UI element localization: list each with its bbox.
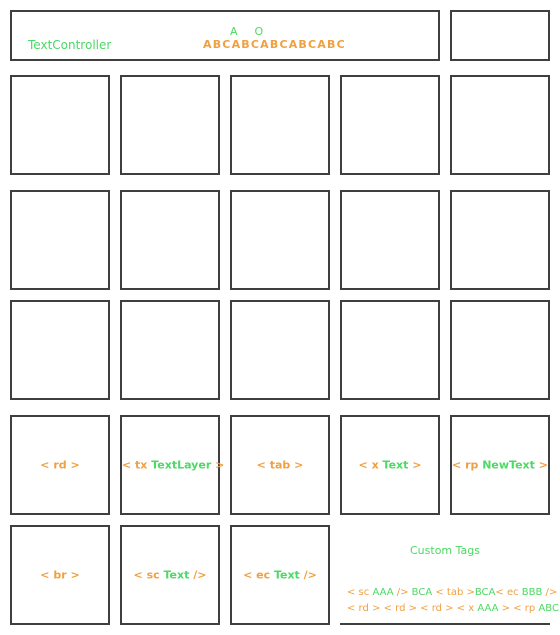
empty-cell	[450, 190, 550, 290]
rp-tag: < rp NewText >	[452, 458, 548, 472]
custom-tag-segment: AAA	[477, 603, 499, 614]
letter-o: O	[254, 25, 265, 38]
empty-cell	[340, 75, 440, 175]
custom-tag-segment: ABC	[538, 603, 559, 614]
x-tag: < x Text >	[358, 458, 422, 472]
empty-cell	[340, 300, 440, 400]
empty-cell	[10, 300, 110, 400]
letter-a: A	[230, 25, 239, 38]
x-tag-text: Text	[382, 458, 409, 472]
empty-cell	[120, 190, 220, 290]
empty-cell	[340, 190, 440, 290]
rp-tag-text: NewText	[482, 458, 535, 472]
empty-cell	[10, 190, 110, 290]
ec-tag: < ec Text />	[243, 568, 317, 582]
empty-cell	[120, 75, 220, 175]
custom-tag-segment: BCA	[474, 587, 496, 598]
tx-tag: < tx TextLayer >	[122, 458, 225, 472]
empty-cell	[10, 75, 110, 175]
br-tag-cell[interactable]: < br >	[10, 525, 110, 625]
custom-tag-segment: BCA	[411, 587, 433, 598]
custom-tag-segment: < sc	[347, 587, 373, 598]
abc-sequence: ABCABCABCABCABC	[203, 38, 346, 51]
empty-cell	[230, 75, 330, 175]
empty-cell	[450, 300, 550, 400]
sc-tag: < sc Text />	[133, 568, 207, 582]
ec-tag-cell[interactable]: < ec Text />	[230, 525, 330, 625]
empty-cell	[230, 190, 330, 290]
x-tag-cell[interactable]: < x Text >	[340, 415, 440, 515]
tab-tag: < tab >	[256, 458, 304, 472]
rd-tag: < rd >	[40, 458, 80, 472]
sc-tag-cell[interactable]: < sc Text />	[120, 525, 220, 625]
tab-tag-cell[interactable]: < tab >	[230, 415, 330, 515]
empty-cell	[230, 300, 330, 400]
rp-tag-cell[interactable]: < rp NewText >	[450, 415, 550, 515]
text-controller-label: TextController	[28, 38, 112, 52]
custom-tag-segment: < tab >	[432, 587, 475, 598]
custom-tags-line-2: < rd > < rd > < rd > < x AAA > < rp ABC …	[347, 603, 560, 614]
tx-tag-text: TextLayer	[151, 458, 212, 472]
custom-tag-segment: > < rp	[498, 603, 539, 614]
custom-tag-segment: AAA	[372, 587, 394, 598]
custom-tags-panel: Custom Tags < sc AAA /> BCA < tab >BCA< …	[340, 525, 559, 625]
custom-tag-segment: < ec	[495, 587, 522, 598]
rd-tag-cell[interactable]: < rd >	[10, 415, 110, 515]
ec-tag-text: Text	[273, 568, 300, 582]
custom-tags-line-1: < sc AAA /> BCA < tab >BCA< ec BBB />	[347, 587, 557, 598]
custom-tags-title: Custom Tags	[410, 544, 480, 557]
custom-tag-segment: />	[542, 587, 558, 598]
tx-tag-cell[interactable]: < tx TextLayer >	[120, 415, 225, 515]
custom-tag-segment: />	[393, 587, 412, 598]
custom-tag-segment: < rd > < rd > < rd > < x	[347, 603, 478, 614]
header-empty-panel	[450, 10, 550, 61]
custom-tag-segment: BBB	[521, 587, 543, 598]
br-tag: < br >	[40, 568, 80, 582]
empty-cell	[120, 300, 220, 400]
sc-tag-text: Text	[163, 568, 190, 582]
empty-cell	[450, 75, 550, 175]
